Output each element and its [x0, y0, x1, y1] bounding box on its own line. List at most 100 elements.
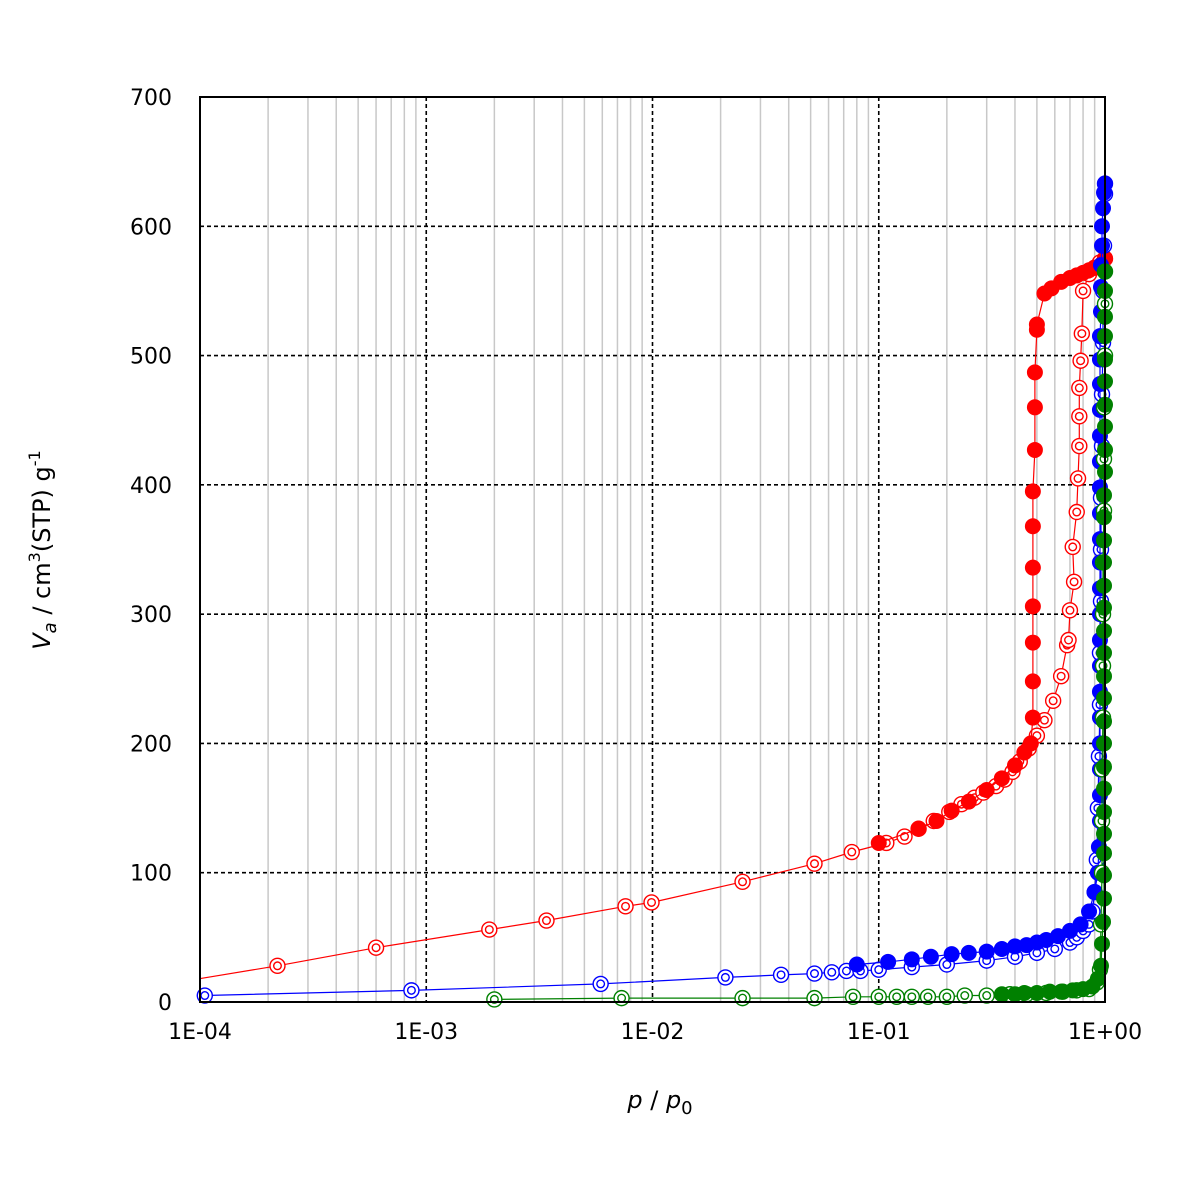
- data-point-outer: [1071, 437, 1088, 455]
- x-axis-ticks: 1E-04 1E-03 1E-02 1E-01 1E+00: [168, 1020, 1142, 1045]
- x-tick-label: 1E-04: [168, 1020, 232, 1045]
- x-tick-label: 1E-02: [621, 1020, 685, 1045]
- y-axis-label-sup: 3: [25, 552, 44, 562]
- data-point-inner: [738, 877, 748, 887]
- data-point: [1024, 559, 1041, 576]
- data-point-inner: [272, 961, 282, 971]
- data-point: [919, 988, 937, 1006]
- data-point-outer: [919, 988, 937, 1006]
- data-point-outer: [367, 939, 385, 956]
- data-point: [1095, 913, 1112, 930]
- data-point-outer: [617, 898, 634, 915]
- data-point-inner: [371, 943, 381, 953]
- data-point: [928, 813, 945, 829]
- data-point: [1074, 282, 1092, 300]
- data-point-outer: [823, 964, 840, 981]
- data-point: [943, 946, 960, 963]
- data-point-inner: [1069, 577, 1079, 587]
- data-point-outer: [806, 855, 823, 872]
- data-point-inner: [960, 991, 970, 1001]
- data-point-inner: [847, 847, 857, 857]
- data-point-inner: [1077, 329, 1087, 339]
- data-point: [910, 820, 927, 837]
- data-point-inner: [982, 991, 992, 1001]
- data-point: [486, 991, 503, 1008]
- data-point-inner: [809, 969, 819, 979]
- data-point: [993, 986, 1010, 1003]
- data-point-outer: [806, 989, 823, 1007]
- data-point-inner: [1076, 356, 1086, 366]
- data-point: [1026, 399, 1043, 416]
- data-point-outer: [843, 843, 860, 861]
- data-point-inner: [1056, 671, 1066, 681]
- data-point: [823, 964, 840, 981]
- data-point: [1006, 938, 1023, 955]
- data-point: [717, 969, 734, 986]
- data-point: [367, 939, 385, 956]
- data-point-inner: [900, 832, 910, 842]
- data-point-inner: [848, 992, 858, 1002]
- data-point-outer: [734, 989, 751, 1007]
- data-point-inner: [1048, 696, 1058, 706]
- data-point-outer: [896, 828, 913, 845]
- data-point: [592, 975, 609, 993]
- data-point-outer: [269, 957, 286, 974]
- data-point-inner: [406, 985, 416, 995]
- data-point: [956, 987, 973, 1004]
- data-point: [903, 951, 920, 968]
- y-axis-label-sup2: -1: [25, 450, 44, 466]
- data-point: [1026, 441, 1043, 458]
- data-point: [772, 966, 790, 984]
- data-point-inner: [596, 979, 606, 989]
- data-point: [843, 843, 860, 861]
- x-tick-label: 1E-01: [847, 1020, 911, 1045]
- data-point-inner: [892, 992, 902, 1002]
- y-axis-label-sub: a: [40, 622, 61, 633]
- data-point: [870, 834, 887, 851]
- data-point: [993, 770, 1010, 787]
- data-point: [806, 989, 823, 1007]
- data-point-outer: [1071, 408, 1088, 425]
- data-point-outer: [717, 969, 734, 986]
- data-point-outer: [903, 988, 921, 1006]
- y-axis-ticks: 0 100 200 300 400 500 600 700: [130, 86, 172, 1016]
- data-point-inner: [827, 967, 837, 977]
- data-point: [1064, 538, 1081, 556]
- y-axis-label-rest: (STP) g: [28, 466, 56, 552]
- x-axis-label-slash: /: [643, 1086, 666, 1114]
- data-point-outer: [870, 988, 887, 1006]
- data-point: [993, 940, 1010, 957]
- data-point: [617, 898, 634, 915]
- data-point: [1044, 692, 1062, 709]
- data-point: [978, 781, 995, 798]
- data-point-inner: [1050, 944, 1060, 954]
- data-point-inner: [923, 992, 933, 1002]
- y-tick-label: 100: [130, 862, 172, 887]
- data-point: [903, 988, 921, 1006]
- data-point: [1071, 379, 1088, 397]
- data-point-inner: [874, 965, 884, 975]
- plot-frame: [199, 96, 1106, 1003]
- y-tick-label: 300: [130, 603, 172, 628]
- data-point-inner: [809, 859, 819, 869]
- data-point: [978, 987, 995, 1004]
- data-point: [938, 988, 956, 1006]
- data-point-outer: [938, 988, 956, 1006]
- data-point-inner: [489, 994, 499, 1004]
- data-point-outer: [613, 989, 630, 1007]
- data-point: [1065, 573, 1083, 591]
- data-point-inner: [1074, 411, 1084, 421]
- data-point-inner: [484, 925, 494, 935]
- data-point: [643, 894, 660, 911]
- data-point-outer: [956, 987, 973, 1004]
- x-axis-label-main: p: [626, 1086, 642, 1114]
- grid: [200, 97, 1105, 1002]
- data-point: [1036, 285, 1053, 302]
- data-point-inner: [541, 916, 551, 926]
- data-point-outer: [772, 966, 790, 984]
- data-point: [1052, 668, 1070, 685]
- data-point-inner: [1039, 715, 1049, 725]
- data-point: [806, 855, 823, 872]
- data-point: [1024, 518, 1041, 535]
- data-series: [486, 263, 1114, 1008]
